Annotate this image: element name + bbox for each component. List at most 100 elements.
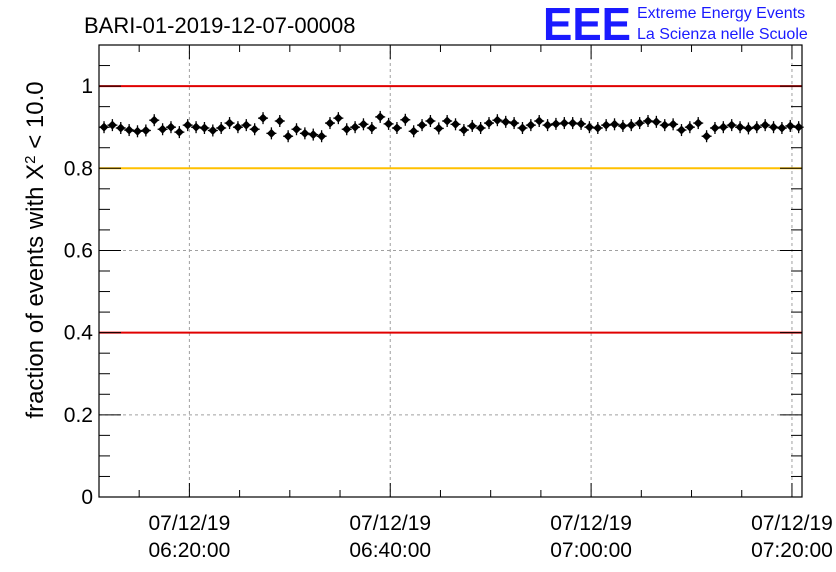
data-point bbox=[584, 121, 595, 134]
axis-ticks bbox=[99, 44, 802, 498]
data-point bbox=[760, 119, 771, 132]
data-point bbox=[442, 115, 453, 128]
data-point bbox=[425, 115, 436, 128]
data-point bbox=[140, 124, 151, 137]
data-point bbox=[701, 130, 712, 143]
data-point bbox=[534, 115, 545, 128]
data-point bbox=[249, 123, 260, 136]
x-tick-time-label: 06:40:00 bbox=[349, 539, 431, 562]
y-axis-label: fraction of events with X2 < 10.0 bbox=[22, 81, 50, 418]
y-tick-label: 0.2 bbox=[64, 404, 93, 427]
data-point bbox=[676, 124, 687, 137]
data-point bbox=[517, 122, 528, 135]
logo-line-2: La Scienza nelle Scuole bbox=[637, 26, 808, 43]
data-point bbox=[525, 119, 536, 132]
data-point bbox=[668, 118, 679, 131]
data-point bbox=[492, 114, 503, 127]
data-point bbox=[232, 121, 243, 134]
x-tick-date-label: 07/12/19 bbox=[751, 512, 833, 535]
y-tick-label: 0 bbox=[81, 486, 93, 509]
x-tick-labels: 07/12/19 06:20:00 07/12/19 06:40:00 07/12/19… bbox=[149, 512, 833, 562]
data-point bbox=[299, 127, 310, 140]
data-point bbox=[483, 117, 494, 130]
data-point bbox=[182, 119, 193, 132]
data-point bbox=[743, 122, 754, 135]
data-point bbox=[609, 118, 620, 131]
reference-lines bbox=[99, 85, 802, 334]
data-point bbox=[350, 121, 361, 134]
data-point bbox=[693, 117, 704, 130]
eee-logo: EEE bbox=[543, 0, 631, 50]
data-point bbox=[684, 121, 695, 134]
data-point bbox=[726, 119, 737, 132]
data-point bbox=[735, 121, 746, 134]
data-point bbox=[542, 119, 553, 132]
data-point bbox=[124, 124, 135, 137]
data-point bbox=[768, 121, 779, 134]
data-point bbox=[316, 130, 327, 143]
data-point bbox=[291, 123, 302, 136]
data-point bbox=[467, 119, 478, 132]
data-point bbox=[216, 122, 227, 135]
data-point bbox=[132, 125, 143, 138]
data-point bbox=[718, 121, 729, 134]
data-point bbox=[776, 122, 787, 135]
logo-line-1: Extreme Energy Events bbox=[637, 5, 805, 22]
data-point bbox=[450, 118, 461, 131]
y-tick-labels: 0 0.2 0.4 0.6 0.8 1 bbox=[64, 75, 94, 509]
data-point bbox=[417, 119, 428, 132]
x-tick-date-label: 07/12/19 bbox=[349, 512, 431, 535]
data-point bbox=[408, 125, 419, 138]
x-tick-time-label: 07:20:00 bbox=[751, 539, 833, 562]
x-tick-time-label: 07:00:00 bbox=[550, 539, 632, 562]
data-point bbox=[785, 119, 796, 132]
data-point bbox=[341, 123, 352, 136]
data-point bbox=[400, 113, 411, 126]
data-point bbox=[358, 118, 369, 131]
data-point bbox=[634, 117, 645, 130]
data-point bbox=[274, 115, 285, 128]
data-point bbox=[592, 122, 603, 135]
data-point bbox=[567, 117, 578, 130]
plot-frame bbox=[98, 44, 803, 498]
data-point bbox=[576, 117, 587, 130]
data-point bbox=[333, 112, 344, 125]
data-point bbox=[509, 117, 520, 130]
data-point bbox=[458, 124, 469, 137]
data-point bbox=[324, 117, 335, 130]
data-point bbox=[550, 117, 561, 130]
data-point bbox=[709, 122, 720, 135]
data-point bbox=[617, 119, 628, 132]
x-tick-time-label: 06:20:00 bbox=[149, 539, 231, 562]
data-point bbox=[308, 128, 319, 141]
y-tick-label: 0.8 bbox=[64, 157, 93, 180]
data-point bbox=[266, 127, 277, 140]
data-point bbox=[174, 126, 185, 139]
data-point bbox=[659, 119, 670, 132]
data-point bbox=[258, 112, 269, 125]
x-tick-date-label: 07/12/19 bbox=[149, 512, 231, 535]
data-point bbox=[366, 122, 377, 135]
data-point bbox=[626, 119, 637, 132]
data-point bbox=[643, 115, 654, 128]
data-point bbox=[241, 119, 252, 132]
data-point bbox=[199, 122, 210, 135]
y-tick-label: 0.6 bbox=[64, 239, 93, 262]
data-point bbox=[651, 115, 662, 128]
data-point bbox=[391, 122, 402, 135]
data-point bbox=[383, 117, 394, 130]
data-point bbox=[207, 124, 218, 137]
data-point bbox=[224, 117, 235, 130]
data-point bbox=[157, 123, 168, 136]
chart-title: BARI-01-2019-12-07-00008 bbox=[84, 13, 356, 38]
data-point bbox=[283, 130, 294, 143]
data-point bbox=[191, 121, 202, 134]
data-point bbox=[165, 121, 176, 134]
y-tick-label: 0.4 bbox=[64, 322, 94, 345]
data-point bbox=[475, 122, 486, 135]
data-point bbox=[500, 115, 511, 128]
data-points bbox=[99, 110, 804, 143]
data-point bbox=[149, 114, 160, 127]
data-point bbox=[559, 117, 570, 130]
